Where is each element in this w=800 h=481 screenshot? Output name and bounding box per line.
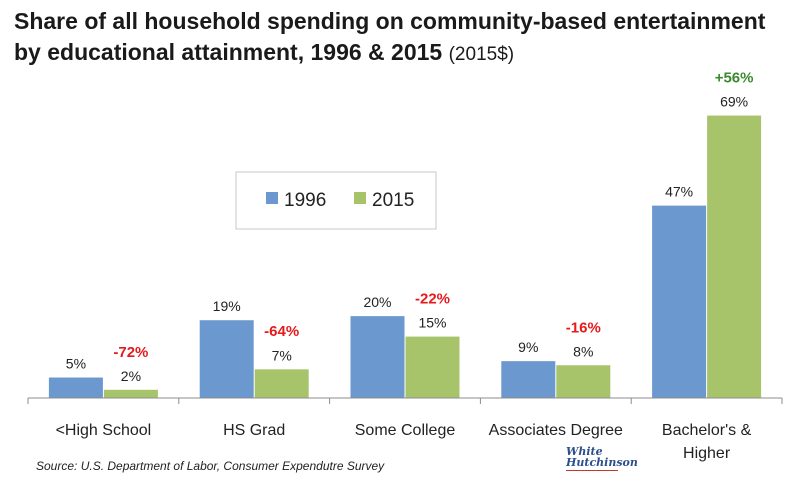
value-label-1996-4: 9% bbox=[518, 339, 538, 355]
logo: White Hutchinson bbox=[566, 446, 638, 471]
value-label-2015-2: 7% bbox=[272, 347, 292, 363]
title-line-1: Share of all household spending on commu… bbox=[14, 8, 766, 34]
change-label-2: -64% bbox=[264, 323, 299, 340]
bar-2015-3 bbox=[405, 336, 460, 398]
legend-swatch-1996 bbox=[266, 192, 278, 204]
value-label-1996-5: 47% bbox=[665, 184, 693, 200]
value-label-1996-1: 5% bbox=[66, 356, 86, 372]
logo-line-1: White bbox=[566, 445, 603, 458]
bar-1996-4 bbox=[501, 361, 556, 398]
bar-1996-5 bbox=[652, 205, 707, 398]
value-label-2015-4: 8% bbox=[573, 343, 593, 359]
change-label-5: +56% bbox=[715, 70, 754, 87]
bar-2015-4 bbox=[556, 365, 611, 398]
value-label-1996-2: 19% bbox=[213, 298, 241, 314]
bar-2015-5 bbox=[707, 115, 762, 398]
change-label-1: -72% bbox=[113, 344, 148, 361]
chart-title: Share of all household spending on commu… bbox=[14, 6, 794, 70]
change-label-4: -16% bbox=[566, 319, 601, 336]
bar-2015-1 bbox=[103, 389, 158, 398]
change-label-3: -22% bbox=[415, 291, 450, 308]
value-label-1996-3: 20% bbox=[363, 294, 391, 310]
category-label-4: Associates Degree bbox=[489, 422, 623, 439]
title-line-2: by educational attainment, 1996 & 2015 bbox=[14, 39, 443, 65]
title-suffix: (2015$) bbox=[448, 44, 515, 65]
logo-rule bbox=[566, 470, 618, 471]
source-note: Source: U.S. Department of Labor, Consum… bbox=[36, 459, 385, 473]
category-label-1: <High School bbox=[56, 422, 152, 439]
bar-2015-2 bbox=[254, 369, 309, 398]
category-label-2: HS Grad bbox=[223, 422, 285, 439]
legend-label-1996: 1996 bbox=[284, 190, 326, 211]
legend-swatch-2015 bbox=[354, 192, 366, 204]
category-label-5-line-1: Bachelor's & bbox=[662, 422, 752, 439]
logo-line-2: Hutchinson bbox=[566, 456, 638, 469]
legend-label-2015: 2015 bbox=[372, 190, 414, 211]
value-label-2015-1: 2% bbox=[121, 368, 141, 384]
value-label-2015-3: 15% bbox=[418, 315, 446, 331]
bar-1996-3 bbox=[350, 316, 405, 398]
category-label-5-line-2: Higher bbox=[683, 445, 731, 462]
category-label-3: Some College bbox=[355, 422, 456, 439]
bar-1996-1 bbox=[48, 377, 103, 398]
value-label-2015-5: 69% bbox=[720, 94, 748, 110]
bar-1996-2 bbox=[199, 320, 254, 398]
